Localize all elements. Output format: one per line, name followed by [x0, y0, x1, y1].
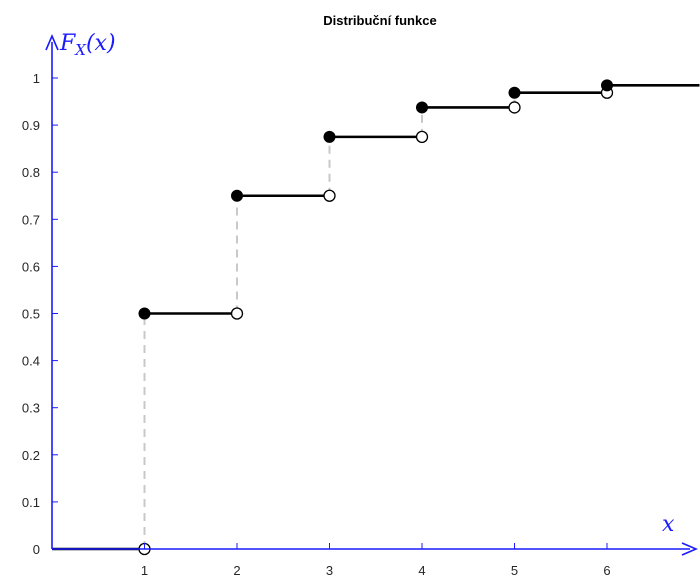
x-tick-label: 1 — [141, 563, 148, 578]
x-tick-label: 5 — [511, 563, 518, 578]
filled-point — [138, 307, 151, 320]
filled-point — [508, 86, 521, 99]
y-tick-label: 0.1 — [22, 495, 40, 510]
x-tick-label: 4 — [418, 563, 425, 578]
y-tick-label: 0.6 — [22, 259, 40, 274]
y-axis-label-main: F — [59, 31, 76, 56]
y-tick-label: 0.7 — [22, 212, 40, 227]
x-tick-label: 3 — [326, 563, 333, 578]
y-axis-label-subscript: X — [74, 41, 87, 59]
x-axis-arrowhead — [681, 542, 699, 556]
y-tick-label: 0.3 — [22, 401, 40, 416]
y-tick-label: 0.8 — [22, 165, 40, 180]
y-tick-label: 0.9 — [22, 118, 40, 133]
filled-point — [601, 79, 613, 92]
open-point — [508, 101, 521, 114]
y-tick-label: 0.4 — [22, 354, 40, 369]
chart-marks — [52, 79, 700, 556]
x-tick-label: 6 — [603, 563, 610, 578]
filled-point — [416, 101, 428, 114]
filled-point — [323, 130, 336, 143]
y-tick-label: 1 — [33, 71, 40, 86]
x-tick-label: 2 — [233, 563, 240, 578]
open-point — [323, 189, 336, 202]
chart-title: Distribuční funkce — [323, 13, 436, 28]
y-axis-arrowhead — [45, 33, 59, 51]
filled-point — [231, 189, 243, 202]
open-point — [415, 130, 429, 144]
y-axis-label: FX(x) — [59, 31, 116, 59]
y-tick-label: 0.2 — [22, 448, 40, 463]
x-axis-label: x — [662, 512, 675, 537]
y-tick-label: 0.5 — [22, 307, 40, 322]
y-axis-label-argument: (x) — [86, 31, 116, 56]
y-tick-label: 0 — [33, 542, 40, 557]
open-point — [230, 307, 244, 320]
